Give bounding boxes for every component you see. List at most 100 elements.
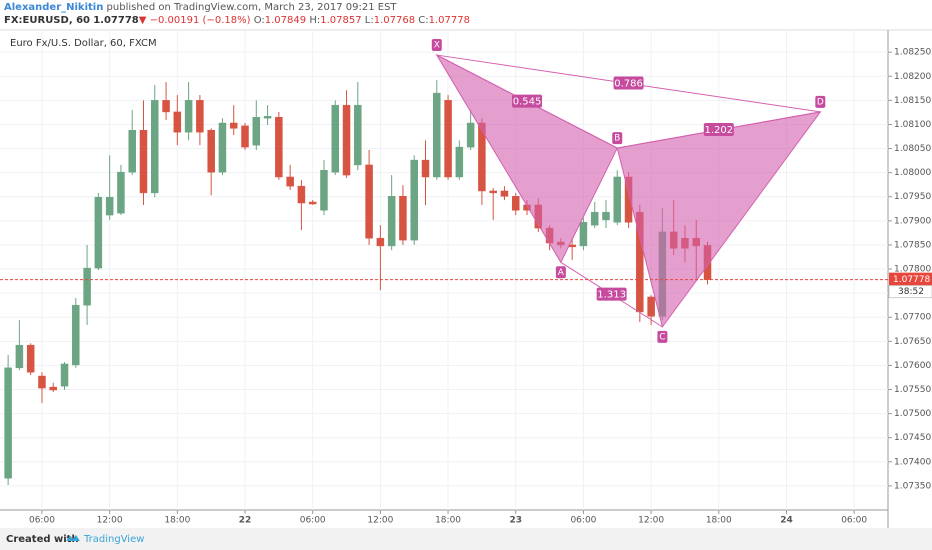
o-key: O: bbox=[254, 15, 265, 26]
candle-body bbox=[579, 222, 588, 247]
candle-body bbox=[38, 375, 46, 389]
point-box bbox=[657, 330, 668, 343]
h-value: 1.07857 bbox=[320, 15, 361, 26]
last: 1.07778 bbox=[93, 15, 139, 26]
l-key: L: bbox=[365, 15, 374, 26]
point-label: C bbox=[659, 332, 665, 342]
footer-created: Created with bbox=[6, 534, 79, 545]
candle-body bbox=[4, 367, 12, 479]
y-tick-label: 1.07800 bbox=[894, 265, 931, 275]
header-line-1: Alexander_Nikitin published on TradingVi… bbox=[4, 2, 397, 13]
footer-bar bbox=[0, 528, 932, 550]
x-tick-label: 22 bbox=[239, 516, 252, 526]
candle-body bbox=[151, 100, 159, 194]
candle-body bbox=[308, 201, 317, 205]
candle-body bbox=[26, 344, 35, 373]
candle-body bbox=[376, 237, 385, 247]
point-box bbox=[815, 95, 826, 108]
y-tick-label: 1.08050 bbox=[894, 144, 931, 154]
c-key: C: bbox=[418, 15, 428, 26]
candle-body bbox=[263, 116, 272, 119]
footer-brand[interactable]: TradingView bbox=[83, 534, 144, 545]
y-tick-label: 1.07700 bbox=[894, 313, 931, 323]
candle-body bbox=[613, 176, 622, 223]
ratio-label: 0.786 bbox=[614, 78, 643, 89]
marks bbox=[4, 80, 712, 485]
y-tick-label: 1.08250 bbox=[894, 48, 931, 58]
candle-body bbox=[354, 104, 362, 166]
symbol: FX:EURUSD, 60 bbox=[4, 15, 90, 26]
candle-body bbox=[196, 100, 204, 133]
grid: 1.07350 1.07400 1.07450 1.07500 1.07550 1.076… bbox=[0, 30, 931, 526]
candle-body bbox=[162, 100, 170, 113]
h-key: H: bbox=[309, 15, 320, 26]
header-line-2: FX:EURUSD, 60 1.07778▼ −0.00191 (−0.18%)… bbox=[4, 15, 470, 26]
y-tick-label: 1.07850 bbox=[894, 240, 931, 250]
chart-title: Euro Fx/U.S. Dollar, 60, FXCM bbox=[10, 38, 157, 49]
y-tick-label: 1.08000 bbox=[894, 168, 931, 178]
pattern-xab bbox=[435, 53, 618, 264]
candle-body bbox=[433, 92, 441, 178]
candle-body bbox=[466, 122, 475, 148]
ratio-box bbox=[703, 123, 734, 136]
candle-body bbox=[500, 190, 509, 197]
candle-body bbox=[275, 116, 283, 178]
countdown-box bbox=[888, 285, 932, 299]
last-price-box bbox=[889, 272, 932, 286]
y-tick-label: 1.07900 bbox=[894, 216, 931, 226]
x-tick-label: 12:00 bbox=[97, 516, 123, 526]
x-tick-label: 12:00 bbox=[367, 516, 393, 526]
y-tick-label: 1.07550 bbox=[894, 385, 931, 395]
point-label: A bbox=[558, 268, 565, 278]
y-tick-label: 1.08100 bbox=[894, 120, 931, 130]
point-box bbox=[555, 266, 566, 279]
candle-body bbox=[173, 111, 182, 133]
last-price-label: 1.07778 bbox=[893, 275, 930, 285]
brand-icon bbox=[66, 535, 80, 541]
candle-body bbox=[342, 104, 351, 176]
candle-body bbox=[139, 129, 148, 194]
candle-body bbox=[410, 159, 418, 241]
x-tick-label: 06:00 bbox=[29, 516, 55, 526]
c-value: 1.07778 bbox=[429, 15, 470, 26]
countdown: 38:52 bbox=[898, 287, 924, 297]
candle-body bbox=[647, 296, 655, 317]
ratio-label: 1.202 bbox=[704, 125, 733, 136]
x-tick-label: 23 bbox=[509, 516, 522, 526]
candle-body bbox=[184, 100, 193, 133]
candle-body bbox=[117, 171, 125, 214]
x-tick-label: 06:00 bbox=[570, 516, 596, 526]
candle-body bbox=[229, 122, 238, 129]
point-box bbox=[612, 132, 623, 145]
published: published on TradingView.com, March 23, … bbox=[107, 2, 398, 13]
candle-body bbox=[72, 304, 80, 366]
x-tick-label: 06:00 bbox=[841, 516, 867, 526]
o-value: 1.07849 bbox=[265, 15, 306, 26]
y-tick-label: 1.08200 bbox=[894, 72, 931, 82]
ratio-box bbox=[596, 287, 627, 301]
author-link[interactable]: Alexander_Nikitin bbox=[4, 2, 103, 13]
arrow: ▼ bbox=[139, 15, 147, 26]
candle-body bbox=[286, 176, 294, 187]
y-tick-label: 1.07400 bbox=[894, 457, 931, 467]
x-tick-label: 18:00 bbox=[164, 516, 190, 526]
y-tick-label: 1.08150 bbox=[894, 96, 931, 106]
point-label: X bbox=[434, 41, 440, 51]
x-tick-label: 24 bbox=[780, 516, 793, 526]
candle-body bbox=[444, 100, 452, 178]
candle-body bbox=[94, 196, 103, 269]
y-tick-label: 1.07350 bbox=[894, 481, 931, 491]
x-tick-label: 06:00 bbox=[300, 516, 326, 526]
candle-body bbox=[455, 146, 464, 178]
point-label: B bbox=[614, 134, 620, 144]
candle-body bbox=[365, 164, 373, 239]
candle-body bbox=[128, 129, 136, 173]
y-tick-label: 1.07500 bbox=[894, 409, 931, 419]
overlay: 0.545 0.786 1.202 1.313 X A B C D 1.07778 38:52 bbox=[0, 39, 932, 343]
candle-body bbox=[511, 196, 520, 211]
candle-body bbox=[83, 267, 91, 306]
ratio-label: 0.545 bbox=[513, 97, 542, 108]
l-value: 1.07768 bbox=[374, 15, 415, 26]
y-tick-label: 1.07450 bbox=[894, 433, 931, 443]
candle-body bbox=[399, 196, 407, 241]
